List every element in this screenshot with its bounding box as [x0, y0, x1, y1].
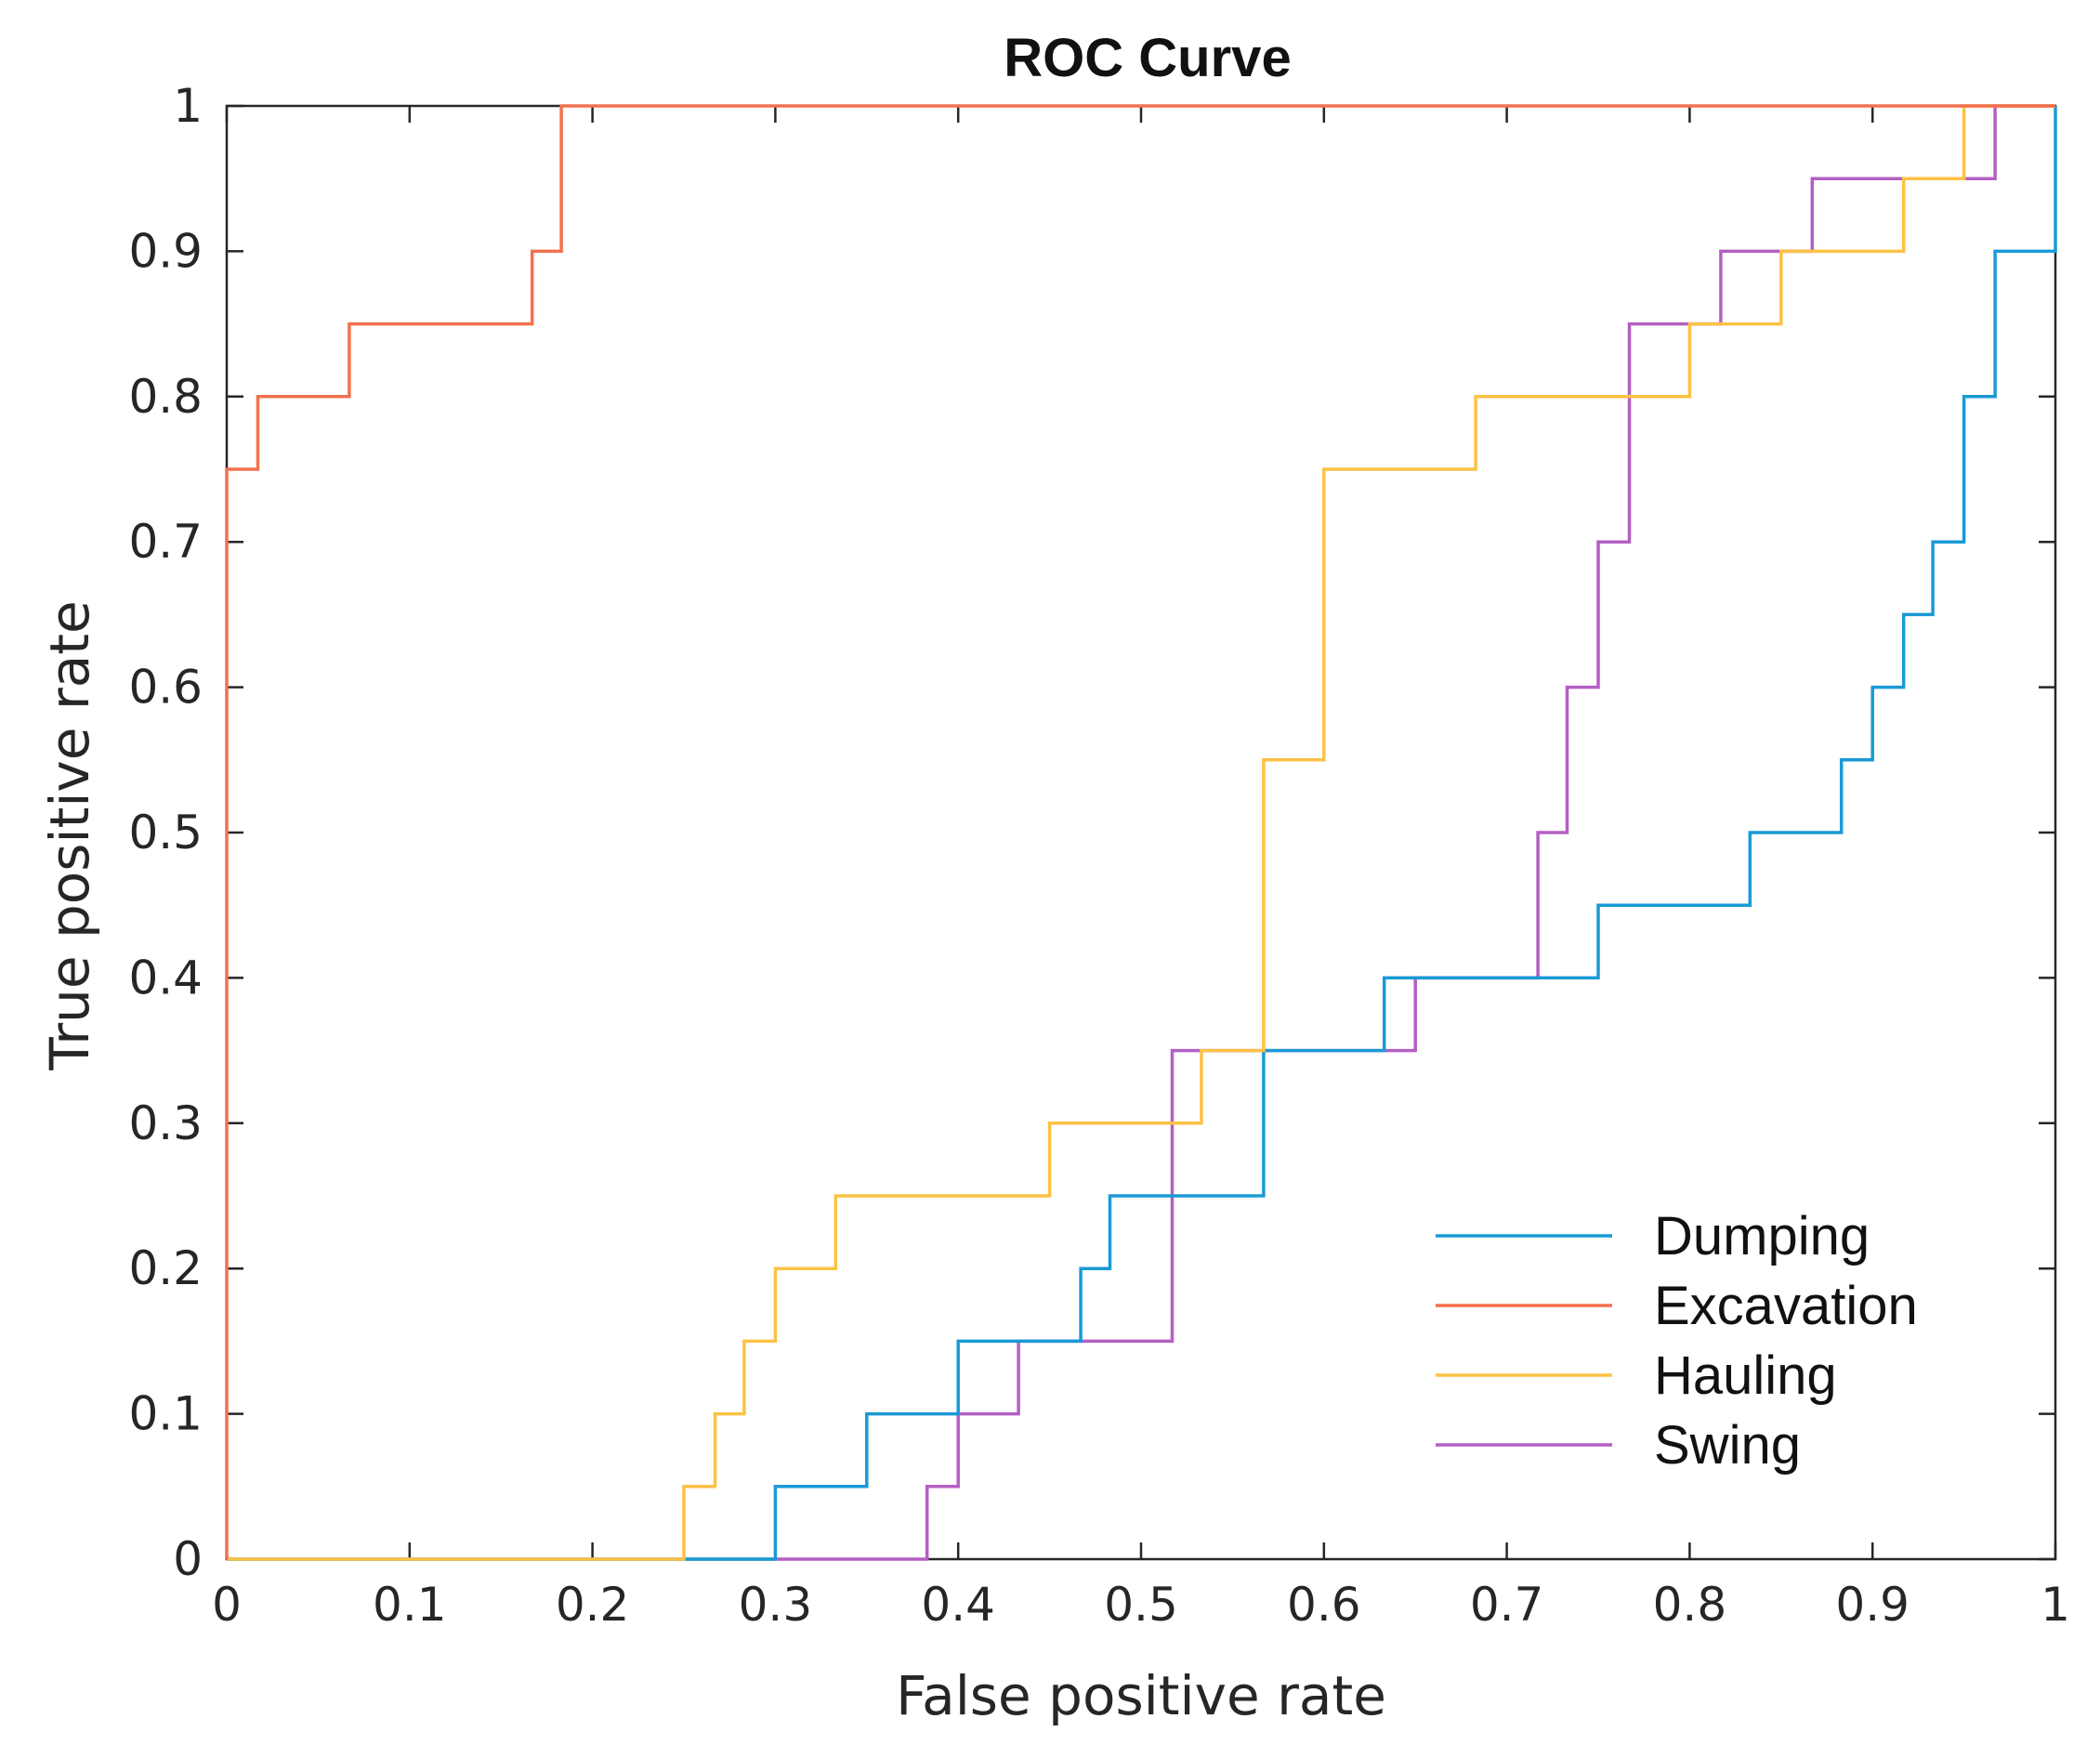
x-tick-label: 0.4: [921, 1578, 995, 1632]
y-tick-label: 0: [173, 1532, 203, 1586]
chart-title: ROC Curve: [1004, 28, 1291, 88]
legend: Dumping Excavation Hauling Swing: [1436, 1206, 1918, 1476]
legend-label-swing: Swing: [1654, 1415, 1801, 1476]
series-line-hauling: [227, 104, 2055, 1561]
x-tick-label: 0.2: [556, 1578, 630, 1632]
y-axis-label: True positive rate: [38, 600, 101, 1070]
x-tick-label: 1: [2041, 1578, 2070, 1632]
x-tick-label: 0.7: [1470, 1578, 1544, 1632]
y-tick-label: 0.6: [128, 661, 203, 715]
x-axis-label: False positive rate: [896, 1664, 1386, 1727]
series-line-dumping: [227, 106, 2057, 1561]
x-tick-label: 0: [212, 1578, 242, 1632]
x-tick-label: 0.1: [373, 1578, 447, 1632]
legend-label-dumping: Dumping: [1654, 1206, 1870, 1266]
legend-label-hauling: Hauling: [1654, 1345, 1837, 1406]
x-tick-label: 0.8: [1653, 1578, 1727, 1632]
y-tick-label: 0.9: [128, 224, 203, 278]
series-line-excavation: [225, 104, 2055, 1559]
x-tick-label: 0.5: [1104, 1578, 1178, 1632]
y-tick-label: 0.8: [128, 370, 203, 424]
legend-label-excavation: Excavation: [1654, 1276, 1918, 1336]
x-tick-label: 0.6: [1287, 1578, 1361, 1632]
y-tick-label: 0.4: [128, 951, 203, 1004]
x-tick-label: 0.9: [1835, 1578, 1910, 1632]
y-tick-label: 1: [173, 79, 203, 133]
y-tick-label: 0.7: [128, 515, 203, 569]
y-tick-label: 0.5: [128, 806, 203, 859]
y-tick-label: 0.3: [128, 1096, 203, 1150]
y-tick-label: 0.1: [128, 1387, 203, 1441]
y-tick-label: 0.2: [128, 1241, 203, 1295]
x-tick-label: 0.3: [739, 1578, 813, 1632]
plot-area: 0 0.1 0.2 0.3 0.4 0.5 0.6 0.7 0.8 0.9 1 0 0.1 0.2 0.3 0…: [128, 79, 2069, 1632]
